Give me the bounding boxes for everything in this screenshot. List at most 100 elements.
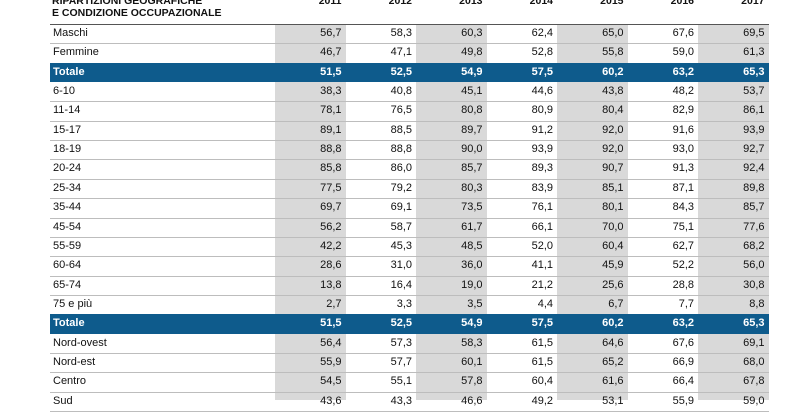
cell: 58,3 (461, 336, 483, 349)
cell: 80,8 (461, 104, 483, 117)
column-shade (416, 24, 487, 400)
cell: 85,1 (602, 181, 624, 194)
row-label: 75 e più (53, 297, 93, 310)
cell: 85,7 (743, 201, 765, 214)
cell: 61,5 (531, 355, 553, 368)
row-rule (50, 43, 769, 45)
header-year: 2017 (741, 0, 765, 7)
row-label: Femmine (53, 46, 99, 59)
row-label: 35-44 (53, 201, 82, 214)
row-label: Totale (53, 65, 85, 78)
cell: 58,7 (390, 220, 412, 233)
cell: 91,6 (672, 123, 694, 136)
row-rule (50, 236, 769, 238)
cell: 45,3 (390, 239, 412, 252)
cell: 48,5 (461, 239, 483, 252)
cell: 82,9 (672, 104, 694, 117)
row-rule (50, 217, 769, 219)
cell: 13,8 (320, 278, 342, 291)
cell: 60,3 (461, 27, 483, 39)
row-label: 60-64 (53, 259, 82, 272)
cell: 69,1 (390, 201, 412, 214)
cell: 60,4 (531, 375, 553, 388)
cell: 61,3 (743, 46, 765, 59)
cell: 46,6 (461, 394, 483, 407)
cell: 80,4 (602, 104, 624, 117)
cell: 53,7 (743, 85, 765, 98)
cell: 65,2 (602, 355, 624, 368)
cell: 52,0 (531, 239, 553, 252)
row-rule (50, 101, 769, 103)
row-label: 15-17 (53, 123, 82, 136)
row-rule (50, 159, 769, 161)
cell: 80,9 (531, 104, 553, 117)
cell: 80,3 (461, 181, 483, 194)
cell: 57,5 (531, 65, 553, 78)
cell: 4,4 (537, 297, 553, 310)
cell: 51,5 (320, 317, 342, 330)
row-rule (50, 256, 769, 258)
cell: 2,7 (326, 297, 342, 310)
cell: 3,3 (396, 297, 412, 310)
cell: 77,6 (743, 220, 765, 233)
cell: 77,5 (320, 181, 342, 194)
cell: 57,8 (461, 375, 483, 388)
cell: 70,0 (602, 220, 624, 233)
cell: 88,8 (390, 143, 412, 156)
cell: 56,7 (320, 27, 342, 39)
cell: 69,1 (743, 336, 765, 349)
cell: 89,3 (531, 162, 553, 175)
cell: 67,6 (672, 27, 694, 39)
header-year: 2012 (388, 0, 412, 7)
cell: 61,6 (602, 375, 624, 388)
cell: 76,5 (390, 104, 412, 117)
cell: 21,2 (531, 278, 553, 291)
row-label: Maschi (53, 27, 88, 39)
cell: 58,3 (390, 27, 412, 39)
cell: 8,8 (749, 297, 765, 310)
cell: 91,3 (672, 162, 694, 175)
cell: 55,9 (672, 394, 694, 407)
row-rule (50, 275, 769, 277)
cell: 88,5 (390, 123, 412, 136)
cell: 42,2 (320, 239, 342, 252)
row-label: Nord-est (53, 355, 96, 368)
row-label: 11-14 (53, 104, 81, 117)
cell: 57,5 (531, 317, 553, 330)
row-label: 20-24 (53, 162, 82, 175)
cell: 43,6 (320, 394, 342, 407)
row-rule (50, 294, 769, 296)
row-rule (50, 372, 769, 374)
cell: 52,5 (390, 65, 412, 78)
cell: 59,0 (743, 394, 765, 407)
row-label: 45-54 (53, 220, 82, 233)
cell: 25,6 (602, 278, 624, 291)
cell: 30,8 (743, 278, 765, 291)
cell: 54,9 (461, 65, 483, 78)
cell: 28,8 (672, 278, 694, 291)
cell: 55,1 (390, 375, 412, 388)
cell: 90,0 (461, 143, 483, 156)
cell: 61,7 (461, 220, 483, 233)
row-rule (50, 198, 769, 200)
cell: 93,9 (743, 123, 765, 136)
cell: 49,2 (531, 394, 553, 407)
cell: 62,7 (672, 239, 694, 252)
row-rule (50, 140, 769, 142)
cell: 52,2 (672, 259, 694, 272)
cell: 6,7 (608, 297, 624, 310)
row-label: Centro (53, 375, 87, 388)
cell: 7,7 (678, 297, 694, 310)
cell: 63,2 (672, 317, 694, 330)
cell: 88,8 (320, 143, 342, 156)
cell: 61,5 (531, 336, 553, 349)
cell: 92,0 (602, 143, 624, 156)
cell: 49,8 (461, 46, 483, 59)
cell: 91,2 (531, 123, 553, 136)
row-rule (50, 120, 769, 122)
cell: 52,5 (390, 317, 412, 330)
row-label: 18-19 (53, 143, 82, 156)
cell: 36,0 (461, 259, 483, 272)
cell: 55,8 (602, 46, 624, 59)
cell: 85,8 (320, 162, 342, 175)
